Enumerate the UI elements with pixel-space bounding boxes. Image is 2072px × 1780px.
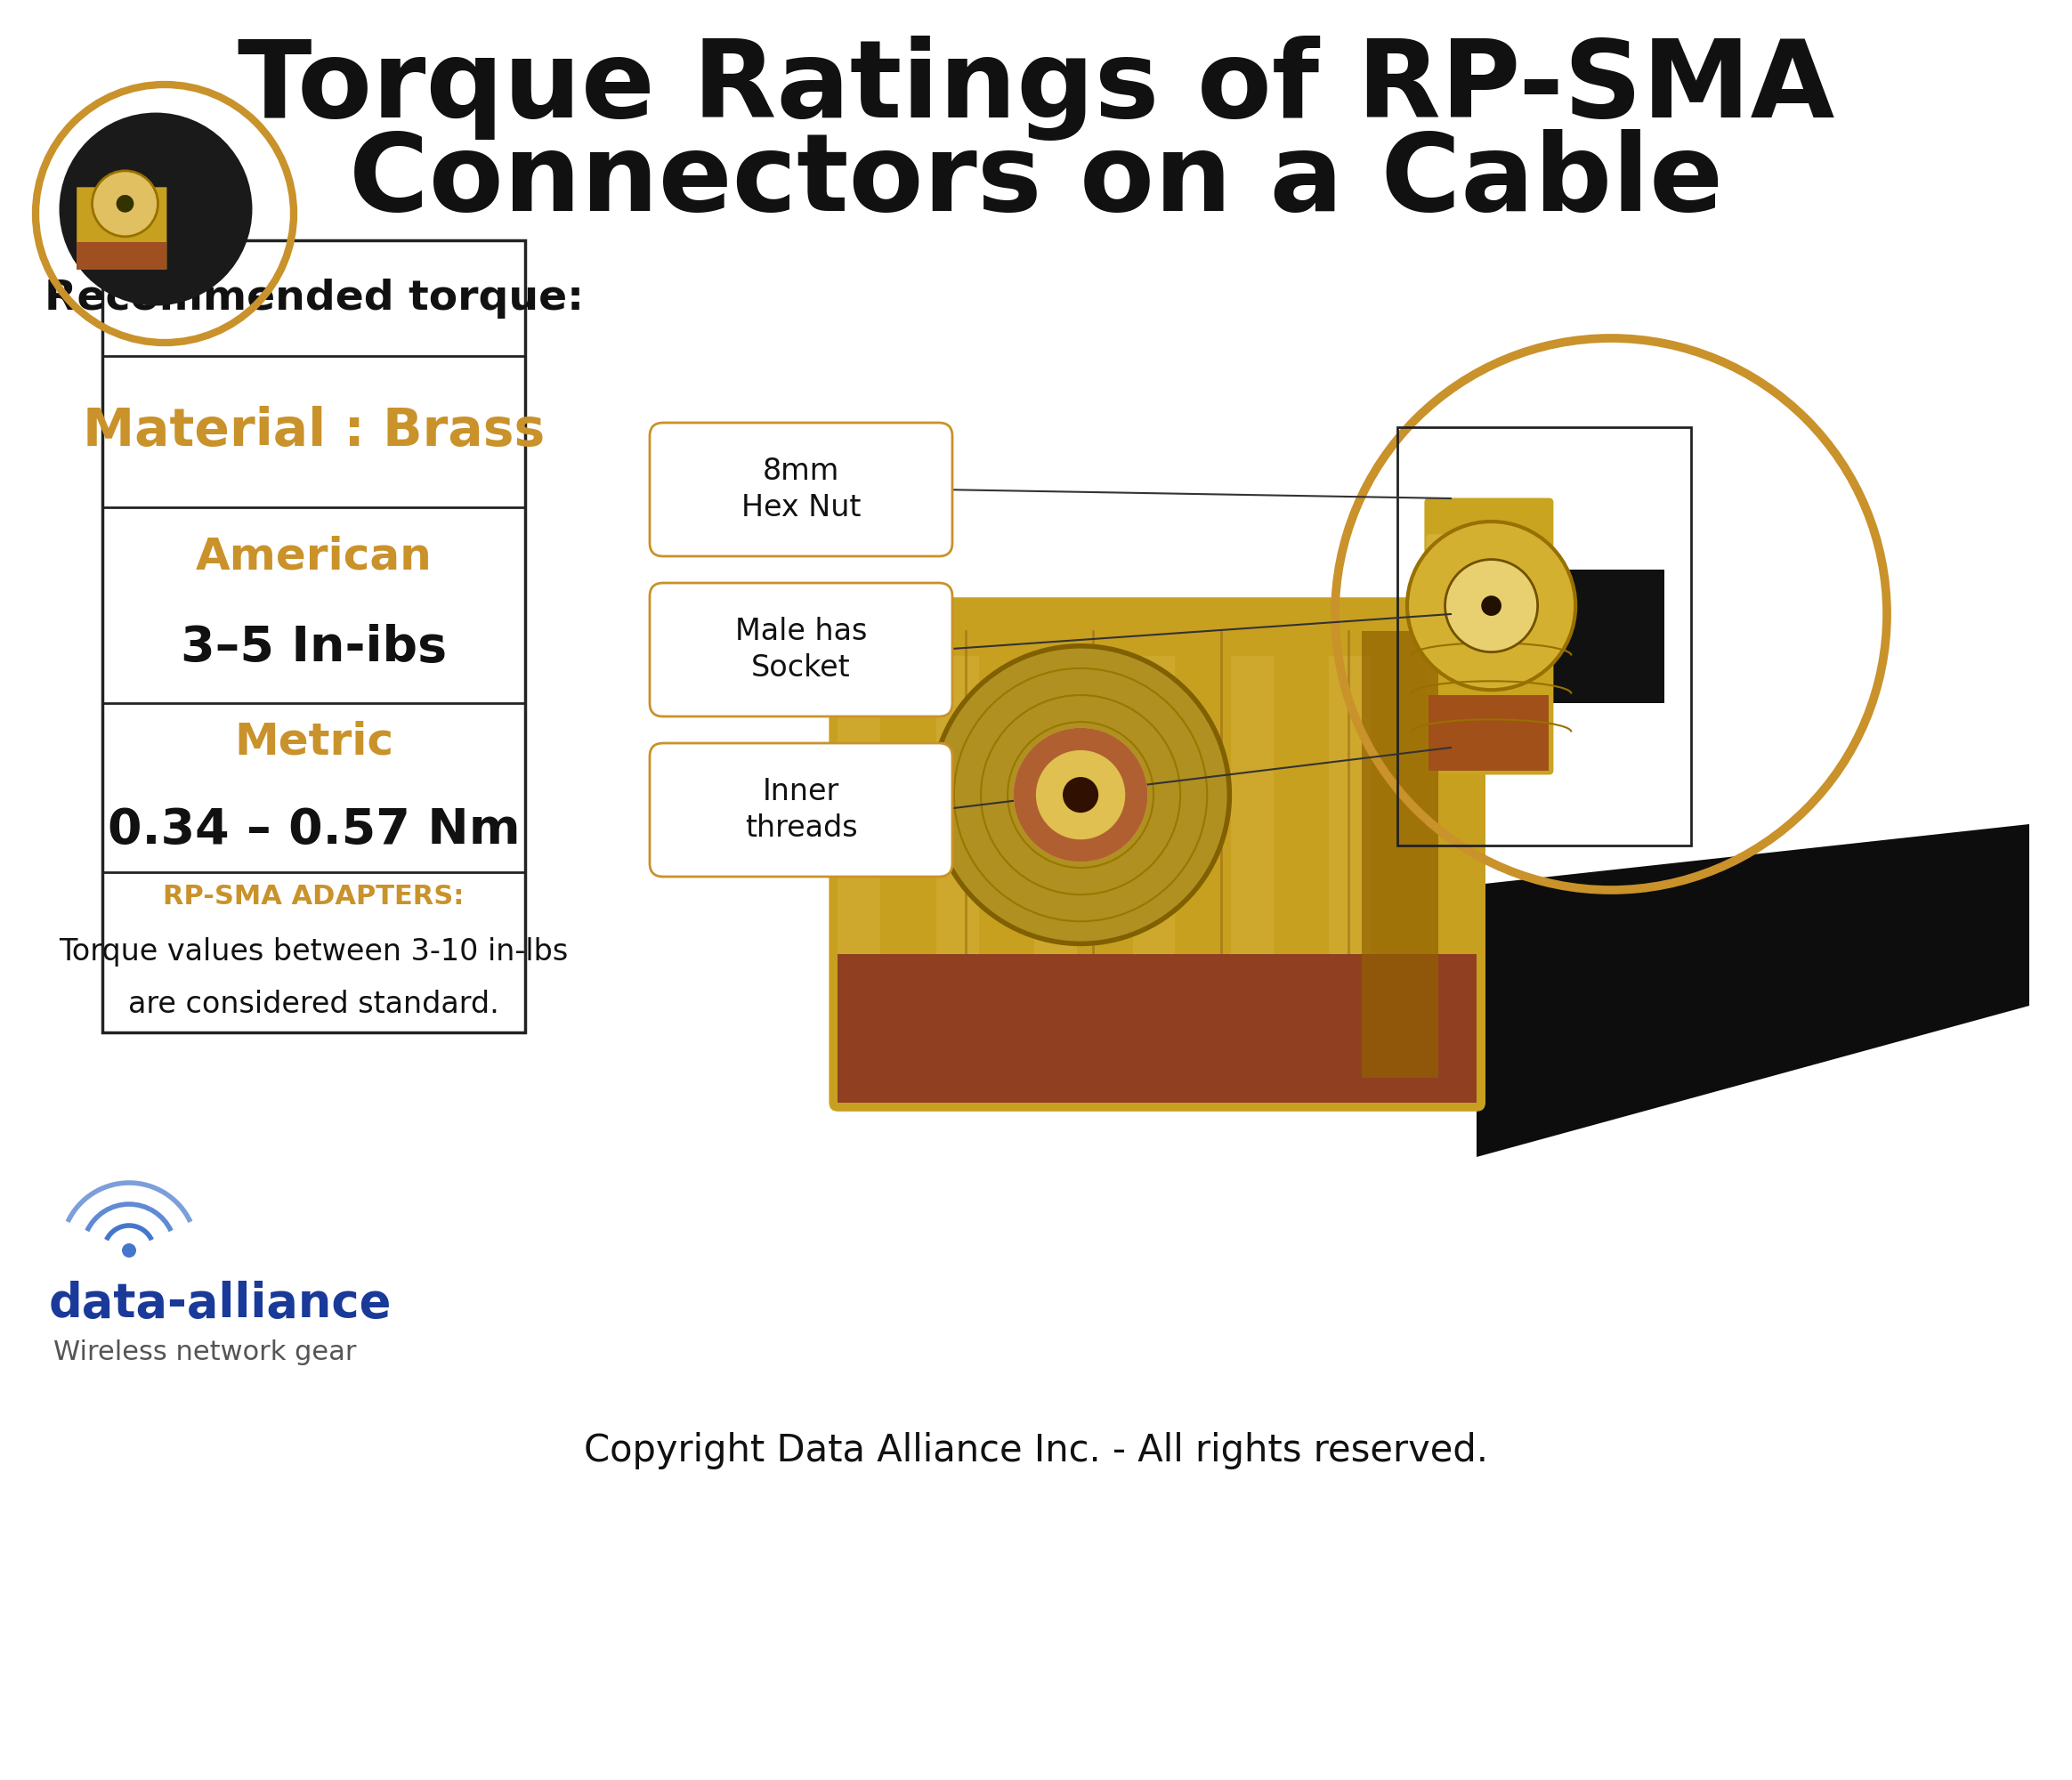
Circle shape <box>122 1242 137 1257</box>
Text: RP-SMA ADAPTERS:: RP-SMA ADAPTERS: <box>164 885 464 910</box>
Bar <box>937 655 978 1054</box>
Bar <box>1133 655 1175 1054</box>
Circle shape <box>1444 559 1537 651</box>
Text: American: American <box>195 534 431 577</box>
Text: Torque values between 3-10 in-lbs: Torque values between 3-10 in-lbs <box>60 938 568 967</box>
FancyBboxPatch shape <box>651 744 953 876</box>
Text: Recommended torque:: Recommended torque: <box>44 278 584 319</box>
Text: Wireless network gear: Wireless network gear <box>54 1340 356 1365</box>
Text: data-alliance: data-alliance <box>50 1282 392 1328</box>
FancyBboxPatch shape <box>829 598 1486 1111</box>
Text: Metric: Metric <box>234 719 394 762</box>
Bar <box>102 240 524 1032</box>
FancyBboxPatch shape <box>837 954 1477 1102</box>
Bar <box>1531 570 1664 703</box>
Text: 8mm
Hex Nut: 8mm Hex Nut <box>742 457 860 522</box>
Circle shape <box>1481 596 1502 616</box>
FancyBboxPatch shape <box>77 187 166 269</box>
FancyBboxPatch shape <box>1426 534 1504 593</box>
Text: 3–5 In-ibs: 3–5 In-ibs <box>180 625 448 671</box>
FancyBboxPatch shape <box>651 584 953 716</box>
Bar <box>1231 655 1274 1054</box>
Circle shape <box>1407 522 1575 691</box>
FancyBboxPatch shape <box>77 242 166 269</box>
Text: Male has
Socket: Male has Socket <box>736 618 866 682</box>
FancyBboxPatch shape <box>1423 498 1554 774</box>
Circle shape <box>1063 778 1098 813</box>
Polygon shape <box>1477 824 2028 1157</box>
FancyBboxPatch shape <box>651 422 953 555</box>
Text: are considered standard.: are considered standard. <box>128 990 499 1018</box>
Text: Material : Brass: Material : Brass <box>83 406 545 457</box>
Text: Torque Ratings of RP-SMA: Torque Ratings of RP-SMA <box>238 36 1834 141</box>
Circle shape <box>91 171 157 237</box>
Circle shape <box>1013 728 1148 862</box>
Circle shape <box>60 112 253 306</box>
Text: 0.34 – 0.57 Nm: 0.34 – 0.57 Nm <box>108 806 520 854</box>
Bar <box>1328 655 1372 1054</box>
Bar <box>1397 427 1691 846</box>
Text: Connectors on a Cable: Connectors on a Cable <box>348 130 1724 233</box>
FancyBboxPatch shape <box>1430 696 1550 771</box>
Circle shape <box>116 194 135 212</box>
FancyBboxPatch shape <box>1361 632 1438 1077</box>
Text: Copyright Data Alliance Inc. - All rights reserved.: Copyright Data Alliance Inc. - All right… <box>584 1431 1488 1470</box>
Bar <box>837 655 881 1054</box>
Circle shape <box>932 646 1229 943</box>
Bar <box>1034 655 1077 1054</box>
Text: Inner
threads: Inner threads <box>744 778 858 842</box>
